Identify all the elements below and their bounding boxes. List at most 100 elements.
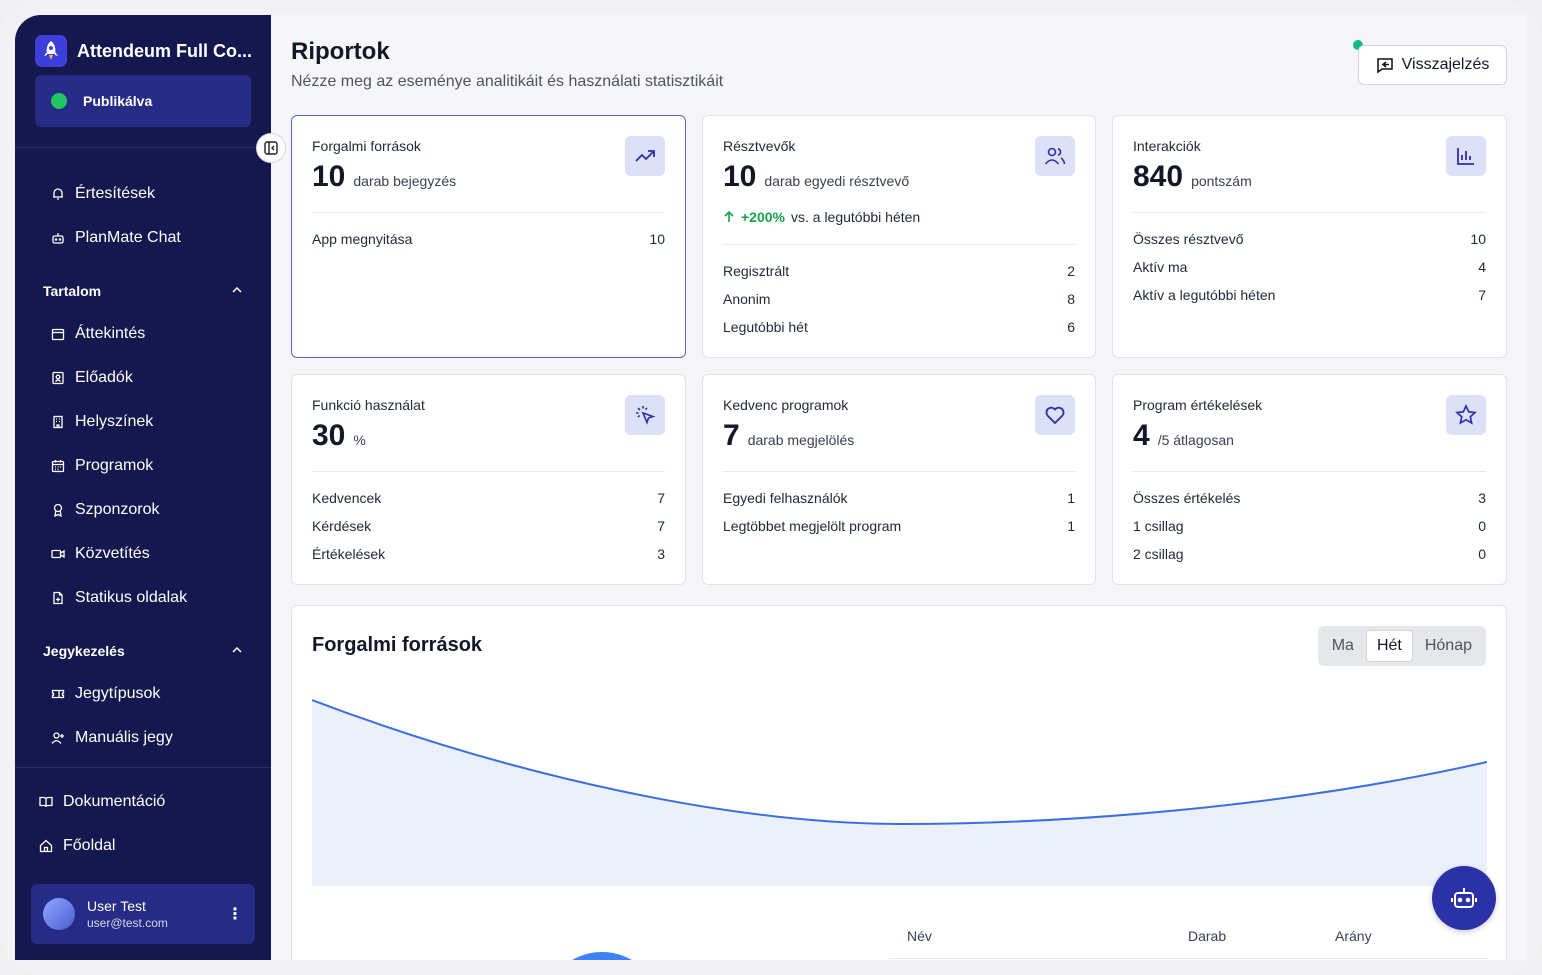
range-selector: Ma Hét Hónap [1317, 626, 1486, 666]
stat-value: 0 [1478, 546, 1486, 562]
status-dot-icon [51, 93, 67, 109]
section-title: Jegykezelés [43, 643, 125, 659]
card-unit: darab bejegyzés [353, 173, 457, 189]
sidebar-item-manualis-jegy[interactable]: Manuális jegy [51, 729, 173, 747]
rocket-icon [35, 35, 67, 67]
stat-row: Regisztrált 2 [723, 263, 1075, 279]
card-value: 30 [312, 419, 346, 452]
card-value: 7 [723, 419, 740, 452]
stat-value: 6 [1067, 319, 1075, 335]
divider [723, 244, 1075, 245]
contact-icon [51, 371, 65, 385]
chevron-up-icon [231, 643, 243, 659]
card-metric: 840 pontszám [1133, 160, 1252, 194]
file-icon [51, 591, 65, 605]
trend-text: vs. a legutóbbi héten [790, 209, 921, 225]
series-line [312, 699, 1487, 826]
stat-label: Egyedi felhasználók [723, 490, 848, 506]
stat-label: 2 csillag [1133, 546, 1184, 562]
stat-row: Legutóbbi hét 6 [723, 319, 1075, 335]
card-unit: pontszám [1191, 173, 1252, 189]
divider [312, 212, 665, 213]
sidebar-item-kozvetites[interactable]: Közvetítés [51, 545, 150, 563]
user-email: user@test.com [87, 916, 168, 930]
sidebar-item-eloadok[interactable]: Előadók [51, 369, 133, 387]
stat-row: Anonim 8 [723, 291, 1075, 307]
card-metric: 30 % [312, 419, 366, 453]
range-week-button[interactable]: Hét [1365, 630, 1413, 662]
sidebar-item-notifications[interactable]: Értesítések [51, 185, 155, 203]
panel-left-close-icon [264, 141, 278, 155]
sidebar-item-programok[interactable]: Programok [51, 457, 153, 475]
card-interactions[interactable]: Interakciók 840 pontszám Összes résztvev… [1112, 115, 1507, 358]
book-icon [39, 795, 53, 809]
stat-row: Kérdések 7 [312, 518, 665, 534]
section-tartalom[interactable]: Tartalom [43, 283, 243, 299]
table-header-count: Darab [1188, 928, 1227, 944]
stat-value: 1 [1067, 518, 1075, 534]
sidebar-item-label: Programok [75, 457, 154, 474]
sidebar-item-label: Előadók [75, 369, 133, 386]
message-reply-icon [1376, 58, 1393, 74]
divider [15, 767, 271, 768]
stat-value: 7 [657, 490, 665, 506]
sidebar-item-label: Értesítések [75, 185, 156, 202]
app-title: Attendeum Full Co... [77, 40, 252, 61]
divider [1133, 471, 1486, 472]
stat-value: 2 [1067, 263, 1075, 279]
ticket-icon [51, 687, 65, 701]
traffic-area-chart [312, 699, 1487, 886]
stat-label: Aktív a legutóbbi héten [1133, 287, 1276, 303]
chevron-up-icon [231, 283, 243, 299]
feedback-button[interactable]: Visszajelzés [1358, 45, 1507, 85]
brand[interactable]: Attendeum Full Co... [35, 35, 267, 67]
sidebar-item-statikus-oldalak[interactable]: Statikus oldalak [51, 589, 187, 607]
card-favorite-programs[interactable]: Kedvenc programok 7 darab megjelölés Egy… [702, 374, 1096, 585]
card-feature-usage[interactable]: Funkció használat 30 % Kedvencek 7 Kérdés… [291, 374, 686, 585]
stat-value: 3 [657, 546, 665, 562]
bot-icon [51, 231, 65, 245]
card-label: Résztvevők [723, 138, 796, 154]
sidebar-item-szponzorok[interactable]: Szponzorok [51, 501, 160, 519]
card-program-ratings[interactable]: Program értékelések 4 /5 átlagosan Össze… [1112, 374, 1507, 585]
status-label: Publikálva [83, 93, 153, 109]
sidebar-item-helyszinek[interactable]: Helyszínek [51, 413, 153, 431]
stat-value: 10 [649, 231, 665, 247]
stat-value: 3 [1478, 490, 1486, 506]
sidebar-item-planmate-chat[interactable]: PlanMate Chat [51, 229, 181, 247]
sidebar-item-label: Főoldal [63, 837, 116, 854]
stat-value: 10 [1470, 231, 1486, 247]
arrow-up-icon [724, 211, 734, 222]
card-traffic-sources[interactable]: Forgalmi források 10 darab bejegyzés App… [291, 115, 686, 358]
range-today-button[interactable]: Ma [1331, 637, 1354, 654]
sidebar-item-fooldal[interactable]: Főoldal [39, 837, 115, 855]
more-vertical-icon[interactable]: ⋮ [227, 906, 243, 923]
bot-icon [1451, 888, 1477, 908]
section-jegykezeles[interactable]: Jegykezelés [43, 643, 243, 659]
sidebar-item-label: Helyszínek [75, 413, 154, 430]
card-metric: 4 /5 átlagosan [1133, 419, 1234, 453]
calendar-icon [51, 327, 65, 341]
sidebar-item-label: Áttekintés [75, 325, 146, 342]
table-header-ratio: Arány [1335, 928, 1372, 944]
sidebar-item-dokumentacio[interactable]: Dokumentáció [39, 793, 165, 811]
card-label: Funkció használat [312, 397, 425, 413]
sidebar-collapse-button[interactable] [256, 133, 286, 163]
stat-label: Összes értékelés [1133, 490, 1241, 506]
user-menu[interactable]: User Test user@test.com ⋮ [31, 884, 255, 944]
sidebar-item-jegytipusok[interactable]: Jegytípusok [51, 685, 160, 703]
bar-chart-icon [1446, 136, 1486, 176]
card-participants[interactable]: Résztvevők 10 darab egyedi résztvevő +20… [702, 115, 1096, 358]
stat-value: 8 [1067, 291, 1075, 307]
stat-label: Legtöbbet megjelölt program [723, 518, 902, 534]
page-title: Riportok [291, 38, 390, 65]
assistant-bot-button[interactable] [1432, 866, 1496, 930]
sidebar: Attendeum Full Co... Publikálva Értesíté… [15, 15, 271, 960]
card-value: 10 [723, 160, 757, 193]
pie-chart-slice [542, 952, 662, 960]
sidebar-item-attekintes[interactable]: Áttekintés [51, 325, 145, 343]
range-month-button[interactable]: Hónap [1424, 637, 1472, 654]
stat-value: 7 [657, 518, 665, 534]
publish-status[interactable]: Publikálva [35, 75, 251, 127]
divider [890, 958, 1488, 959]
